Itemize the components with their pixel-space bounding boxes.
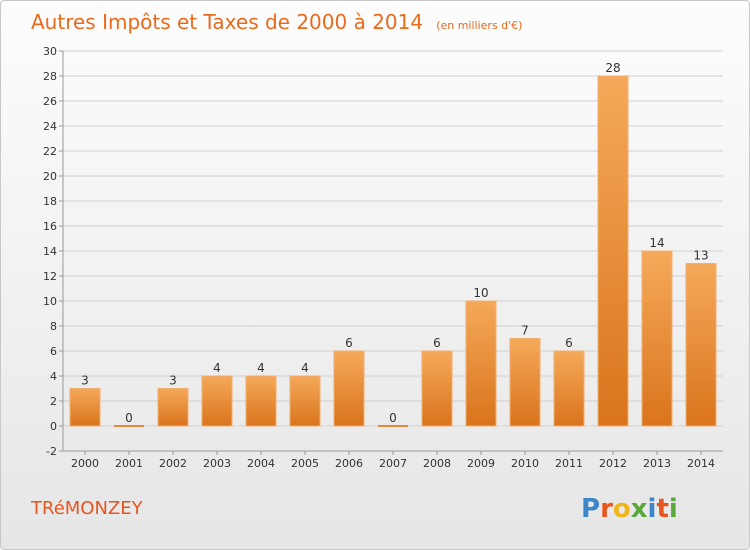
x-tick-label-2000: 2000 (71, 457, 99, 470)
x-axis: 2000 2001 2002 2003 2004 2005 2006 2007 2008 2009… (63, 450, 723, 470)
bar-2009 (465, 300, 497, 427)
bar-2004 (245, 375, 277, 427)
bars: 3 0 3 4 4 4 6 0 6 10 7 6 28 14 13 (69, 61, 717, 427)
bar-2003 (201, 375, 233, 427)
x-tick-label-2013: 2013 (643, 457, 671, 470)
bar-2013 (641, 250, 673, 427)
x-tick-label-2006: 2006 (335, 457, 363, 470)
data-label-2013: 14 (649, 236, 664, 250)
y-tick-label: 4 (50, 370, 57, 383)
bar-2001 (114, 425, 144, 427)
x-tick-label-2007: 2007 (379, 457, 407, 470)
x-tick-label-2004: 2004 (247, 457, 275, 470)
bar-2008 (421, 350, 453, 427)
data-label-2000: 3 (81, 374, 89, 388)
bar-2010 (509, 338, 541, 427)
y-tick-label: 24 (43, 120, 57, 133)
bar-2005 (289, 375, 321, 427)
y-tick-label: 10 (43, 295, 57, 308)
bar-2000 (69, 388, 101, 427)
proxiti-logo-text: Proxiti (581, 494, 678, 524)
y-tick-label: 20 (43, 170, 57, 183)
y-tick-label: 28 (43, 70, 57, 83)
chart-title: Autres Impôts et Taxes de 2000 à 2014 (e… (31, 10, 522, 34)
chart-title-main: Autres Impôts et Taxes de 2000 à 2014 (31, 10, 423, 34)
x-tick-label-2011: 2011 (555, 457, 583, 470)
x-tick-label-2002: 2002 (159, 457, 187, 470)
bar-2014 (685, 263, 717, 427)
data-label-2014: 13 (693, 249, 708, 263)
data-label-2012: 28 (605, 61, 620, 75)
y-tick-label: 0 (50, 420, 57, 433)
y-tick-label: 26 (43, 95, 57, 108)
bar-2011 (553, 350, 585, 427)
data-label-2008: 6 (433, 336, 441, 350)
data-label-2007: 0 (389, 411, 397, 425)
data-label-2009: 10 (473, 286, 488, 300)
bar-2002 (157, 388, 189, 427)
bar-2006 (333, 350, 365, 427)
data-label-2001: 0 (125, 411, 133, 425)
y-tick-label: 14 (43, 245, 57, 258)
y-tick-label: 12 (43, 270, 57, 283)
data-label-2006: 6 (345, 336, 353, 350)
commune-name: TRéMONZEY (30, 498, 144, 519)
x-tick-label-2010: 2010 (511, 457, 539, 470)
y-tick-label: 6 (50, 345, 57, 358)
data-label-2011: 6 (565, 336, 573, 350)
chart-title-unit: (en milliers d'€) (436, 19, 522, 32)
y-tick-label: -2 (46, 445, 57, 458)
data-label-2003: 4 (213, 361, 221, 375)
y-tick-label: 30 (43, 45, 57, 58)
x-tick-label-2012: 2012 (599, 457, 627, 470)
y-tick-label: 18 (43, 195, 57, 208)
data-label-2005: 4 (301, 361, 309, 375)
y-tick-label: 22 (43, 145, 57, 158)
proxiti-logo: Proxiti (581, 494, 678, 524)
y-tick-label: 16 (43, 220, 57, 233)
bar-2007 (378, 425, 408, 427)
data-label-2004: 4 (257, 361, 265, 375)
y-tick-label: 8 (50, 320, 57, 333)
data-label-2002: 3 (169, 374, 177, 388)
y-tick-label: 2 (50, 395, 57, 408)
x-tick-label-2014: 2014 (687, 457, 715, 470)
x-tick-label-2008: 2008 (423, 457, 451, 470)
bar-2012 (597, 75, 629, 427)
x-tick-label-2009: 2009 (467, 457, 495, 470)
x-tick-label-2005: 2005 (291, 457, 319, 470)
x-tick-label-2001: 2001 (115, 457, 143, 470)
data-label-2010: 7 (521, 324, 529, 338)
x-tick-label-2003: 2003 (203, 457, 231, 470)
